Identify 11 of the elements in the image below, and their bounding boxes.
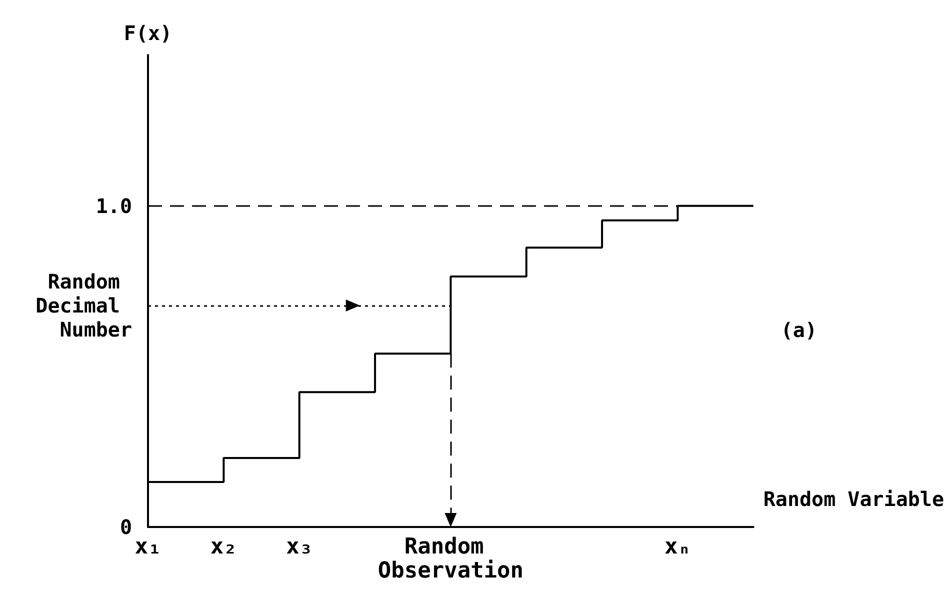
y-tick-label: Random Decimal Number	[36, 269, 132, 342]
y-axis-title: F(x)	[124, 21, 172, 45]
x-tick-label: xₙ	[664, 534, 691, 560]
text: (a)	[780, 318, 817, 342]
y-tick-label: 0	[120, 515, 132, 539]
x-tick-label: x₁	[134, 534, 162, 560]
y-tick-label: 1.0	[96, 194, 132, 218]
x-tick-label: x₂	[210, 534, 237, 560]
x-axis-title: Random Variable	[763, 487, 944, 511]
x-tick-label: x₃	[286, 534, 313, 560]
x-tick-label: Random Observation	[378, 534, 524, 584]
